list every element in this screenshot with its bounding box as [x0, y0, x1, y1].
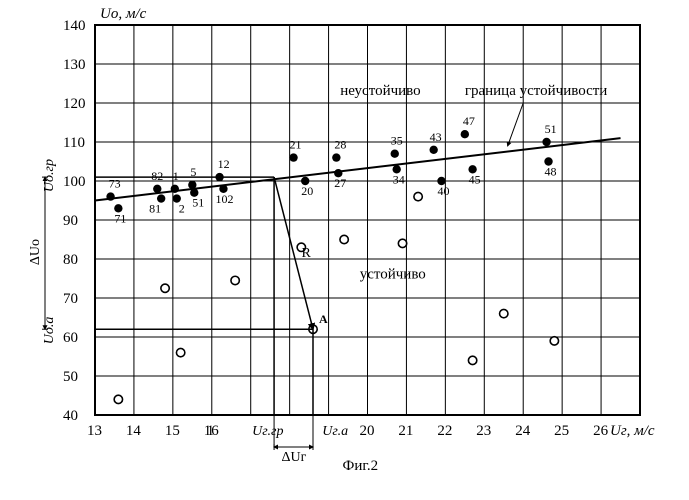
dUo-label: ΔUо: [28, 239, 43, 265]
filled-point: [188, 181, 196, 189]
y-tick: 60: [63, 330, 78, 346]
dUg-label: ΔUг: [282, 450, 307, 465]
y-tick: 130: [63, 57, 86, 73]
hollow-point: [161, 284, 169, 292]
filled-point: [153, 185, 161, 193]
filled-point: [171, 185, 179, 193]
point-label: 81: [149, 202, 161, 216]
hollow-point: [414, 192, 422, 200]
y-tick: 100: [63, 174, 86, 190]
unstable-label: неустойчиво: [340, 83, 420, 99]
y-tick: 50: [63, 369, 78, 385]
filled-point: [391, 150, 399, 158]
chart-svg: 13141511620212223242526Uг.грUг.а40506070…: [0, 0, 689, 500]
point-label: 28: [334, 138, 346, 152]
hollow-point: [340, 235, 348, 243]
point-label: 35: [391, 134, 403, 148]
point-label: 20: [301, 184, 313, 198]
hollow-point: [398, 239, 406, 247]
hollow-point: [500, 309, 508, 317]
hollow-point: [231, 276, 239, 284]
point-label: 73: [109, 177, 121, 191]
filled-point: [461, 130, 469, 138]
hollow-point: [114, 395, 122, 403]
y-special-tick: Uо.гр: [42, 159, 57, 192]
x-tick: 21: [398, 423, 413, 439]
point-label: 27: [334, 176, 346, 190]
figure-label: Фиг.2: [343, 458, 379, 474]
y-special-tick: Uо.а: [42, 317, 57, 345]
point-label: 1: [173, 169, 179, 183]
y-tick: 40: [63, 408, 78, 424]
point-label: 40: [437, 184, 449, 198]
x-tick: 14: [126, 423, 142, 439]
x-tick: 15: [165, 423, 180, 439]
point-label: 82: [151, 169, 163, 183]
point-label: 51: [545, 122, 557, 136]
filled-point: [289, 153, 297, 161]
point-label: 45: [469, 172, 481, 186]
x-tick: 16: [204, 423, 220, 439]
y-tick: 120: [63, 96, 86, 112]
point-label: 48: [545, 165, 557, 179]
filled-point: [332, 153, 340, 161]
R-label: R: [302, 246, 312, 261]
y-tick: 140: [63, 18, 86, 34]
point-label: 12: [218, 157, 230, 171]
point-label: 21: [290, 138, 302, 152]
x-tick: 24: [515, 423, 531, 439]
y-tick: 110: [63, 135, 85, 151]
filled-point: [429, 146, 437, 154]
y-tick: 90: [63, 213, 78, 229]
point-label: 71: [114, 211, 126, 225]
x-tick: 26: [593, 423, 609, 439]
point-label: 34: [393, 172, 405, 186]
point-label: 102: [215, 192, 233, 206]
point-label: 2: [179, 202, 185, 216]
point-label: 43: [430, 130, 442, 144]
point-label: 51: [192, 196, 204, 210]
y-tick: 70: [63, 291, 78, 307]
stable-label: устойчиво: [360, 267, 426, 283]
boundary-pointer: [508, 103, 524, 146]
hollow-point: [550, 337, 558, 345]
y-axis-label: Uо, м/с: [100, 6, 147, 22]
x-tick: 25: [554, 423, 569, 439]
x-tick: 20: [360, 423, 375, 439]
x-tick: 23: [476, 423, 491, 439]
x-axis-label: Uг, м/с: [610, 423, 655, 439]
point-A-label: A: [319, 312, 328, 326]
x-special-tick: Uг.гр: [252, 424, 283, 439]
x-tick: 13: [87, 423, 102, 439]
scatter-chart: 13141511620212223242526Uг.грUг.а40506070…: [0, 0, 689, 500]
filled-point: [106, 192, 114, 200]
x-tick: 22: [437, 423, 452, 439]
point-label: 47: [463, 114, 475, 128]
x-special-tick: Uг.а: [322, 424, 348, 439]
y-tick: 80: [63, 252, 78, 268]
boundary-legend: граница устойчивости: [465, 83, 608, 99]
hollow-point: [176, 348, 184, 356]
filled-point: [542, 138, 550, 146]
hollow-point: [468, 356, 476, 364]
